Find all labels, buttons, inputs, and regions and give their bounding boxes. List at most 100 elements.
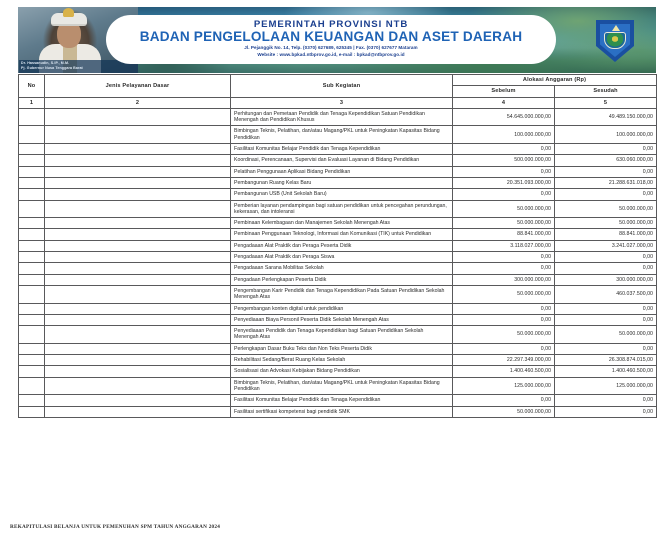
cell-anggaran-sebelum: 50.000.000,00 — [452, 284, 555, 304]
cell-anggaran-sesudah: 0,00 — [554, 188, 657, 201]
cell-sub-kegiatan: Pemberian layanan pendampingan bagi satu… — [230, 199, 453, 219]
cell-anggaran-sebelum: 100.000.000,00 — [452, 125, 555, 145]
cell-sub-kegiatan: Fasilitasi Komunitas Belajar Pendidik da… — [230, 394, 453, 407]
cell-anggaran-sesudah: 26.308.874.015,00 — [554, 354, 657, 367]
table-row: Koordinasi, Perencanaan, Supervisi dan E… — [18, 154, 657, 167]
table-row: Fasilitasi sertifikasi kompetensi bagi p… — [18, 405, 657, 418]
cell-anggaran-sesudah: 0,00 — [554, 251, 657, 264]
emblem-star-icon — [612, 25, 620, 31]
table-row: Fasilitasi Komunitas Belajar Pendidik da… — [18, 143, 657, 156]
cell-anggaran-sesudah: 88.841.000,00 — [554, 228, 657, 241]
cell-jenis-pelayanan-dasar — [44, 394, 231, 407]
cell-sub-kegiatan: Rehabilitasi Sedang/Berat Ruang Kelas Se… — [230, 354, 453, 367]
cell-sub-kegiatan: Pengembangan Karir Pendidik dan Tenaga K… — [230, 284, 453, 304]
table-row: Pengadaaan Sarana Mobilitas Sekolah 0,00 0… — [18, 262, 657, 275]
cell-no — [18, 376, 45, 396]
cell-no — [18, 228, 45, 241]
colnum-1: 1 — [18, 96, 45, 109]
cell-anggaran-sesudah: 1.400.460.500,00 — [554, 365, 657, 378]
cell-anggaran-sesudah: 21.288.631.018,00 — [554, 176, 657, 190]
table-row: Pengembangan Karir Pendidik dan Tenaga K… — [18, 284, 657, 304]
cell-no — [18, 165, 45, 178]
cell-jenis-pelayanan-dasar — [44, 405, 231, 418]
cell-anggaran-sesudah: 0,00 — [554, 313, 657, 327]
cell-anggaran-sesudah: 0,00 — [554, 342, 657, 356]
emblem-inner-crest — [604, 32, 626, 49]
cell-anggaran-sebelum: 300.000.000,00 — [452, 273, 555, 286]
cell-sub-kegiatan: Pengadaan Perlengkapan Peserta Didik — [230, 273, 453, 286]
cell-anggaran-sebelum: 0,00 — [452, 165, 555, 178]
cell-no — [18, 354, 45, 367]
cell-no — [18, 313, 45, 327]
cell-jenis-pelayanan-dasar — [44, 165, 231, 178]
cell-no — [18, 107, 45, 127]
cell-no — [18, 262, 45, 275]
province-name: PEMERINTAH PROVINSI NTB — [253, 19, 409, 30]
table-row: Bimbingan Teknis, Pelatihan, dan/atau Ma… — [18, 376, 657, 396]
table-header: No Jenis Pelayanan Dasar Sub Kegiatan Al… — [18, 73, 657, 109]
cell-anggaran-sebelum: 50.000.000,00 — [452, 325, 555, 344]
cell-anggaran-sebelum: 1.400.460.500,00 — [452, 365, 555, 378]
table-row: Pemberian layanan pendampingan bagi satu… — [18, 199, 657, 219]
table-row: Pembinaan Penggunaan Teknologi, Informas… — [18, 228, 657, 241]
cell-jenis-pelayanan-dasar — [44, 313, 231, 327]
table-row: Penyediaaan Biaya Personil Peserta Didik… — [18, 313, 657, 327]
cell-anggaran-sebelum: 0,00 — [452, 262, 555, 275]
cell-jenis-pelayanan-dasar — [44, 262, 231, 275]
cell-sub-kegiatan: Sosialisasi dan Advokasi Kebijakan Bidan… — [230, 365, 453, 378]
cell-jenis-pelayanan-dasar — [44, 154, 231, 167]
cell-no — [18, 188, 45, 201]
cell-sub-kegiatan: Pelatihan Penggunaan Aplikasi Bidang Pen… — [230, 165, 453, 178]
cell-jenis-pelayanan-dasar — [44, 325, 231, 344]
cell-jenis-pelayanan-dasar — [44, 188, 231, 201]
cell-jenis-pelayanan-dasar — [44, 302, 231, 315]
header-no: No — [18, 74, 45, 98]
cell-no — [18, 273, 45, 286]
agency-website: Website : www.bpkad.ntbprov.go.id, e-mai… — [257, 52, 405, 57]
cell-jenis-pelayanan-dasar — [44, 107, 231, 127]
governor-title: Pj. Gubernur Nusa Tenggara Barat — [21, 66, 83, 70]
cell-anggaran-sesudah: 100.000.000,00 — [554, 125, 657, 145]
table-row: Pelatihan Penggunaan Aplikasi Bidang Pen… — [18, 165, 657, 178]
table-row: Pengembangan konten digital untuk pendid… — [18, 302, 657, 315]
cell-anggaran-sesudah: 0,00 — [554, 262, 657, 275]
document-footer-caption: REKAPITULASI BELANJA UNTUK PEMENUHAN SPM… — [10, 524, 221, 530]
cell-anggaran-sesudah: 0,00 — [554, 165, 657, 178]
cell-anggaran-sesudah: 3.241.027.000,00 — [554, 239, 657, 253]
cell-no — [18, 251, 45, 264]
table-row: Pembangunan USB (Unit Sekolah Baru) 0,00 0… — [18, 188, 657, 201]
cell-anggaran-sesudah: 0,00 — [554, 394, 657, 407]
cell-anggaran-sebelum: 22.297.349.000,00 — [452, 354, 555, 367]
cell-jenis-pelayanan-dasar — [44, 176, 231, 190]
cell-no — [18, 342, 45, 356]
table-row: Pembinaan Kelembagaan dan Manajemen Seko… — [18, 217, 657, 230]
cell-anggaran-sesudah: 0,00 — [554, 302, 657, 315]
cell-jenis-pelayanan-dasar — [44, 376, 231, 396]
cell-jenis-pelayanan-dasar — [44, 143, 231, 156]
organization-title-block: PEMERINTAH PROVINSI NTB BADAN PENGELOLAA… — [106, 15, 556, 64]
table-row: Sosialisasi dan Advokasi Kebijakan Bidan… — [18, 365, 657, 378]
cell-no — [18, 125, 45, 145]
cell-sub-kegiatan: Pengadaaan Alat Praktik dan Peraga Siswa — [230, 251, 453, 264]
cell-sub-kegiatan: Bimbingan Teknis, Pelatihan, dan/atau Ma… — [230, 125, 453, 145]
cell-no — [18, 199, 45, 219]
cell-anggaran-sebelum: 50.000.000,00 — [452, 199, 555, 219]
governor-cap-icon — [51, 8, 87, 26]
colnum-2: 2 — [44, 96, 231, 109]
cell-jenis-pelayanan-dasar — [44, 217, 231, 230]
cell-anggaran-sebelum: 54.645.000.000,00 — [452, 107, 555, 127]
cell-anggaran-sesudah: 49.489.150.000,00 — [554, 107, 657, 127]
cell-anggaran-sesudah: 0,00 — [554, 405, 657, 418]
colnum-3: 3 — [230, 96, 453, 109]
governor-caption: Dr. Hassanudin, S.IP., M.M. Pj. Gubernur… — [19, 60, 138, 73]
cell-no — [18, 143, 45, 156]
cell-no — [18, 325, 45, 344]
cell-anggaran-sebelum: 0,00 — [452, 302, 555, 315]
header-alokasi-anggaran: Alokasi Anggaran (Rp) — [452, 73, 657, 87]
table-row: Pengadaan Perlengkapan Peserta Didik 300.… — [18, 273, 657, 286]
governor-name: Dr. Hassanudin, S.IP., M.M. — [21, 61, 70, 65]
cell-anggaran-sebelum: 125.000.000,00 — [452, 376, 555, 396]
cell-sub-kegiatan: Perlengkapan Dasar Buku Teks dan Non Tek… — [230, 342, 453, 356]
table-row: Pengadaaan Alat Praktik dan Peraga Siswa… — [18, 251, 657, 264]
